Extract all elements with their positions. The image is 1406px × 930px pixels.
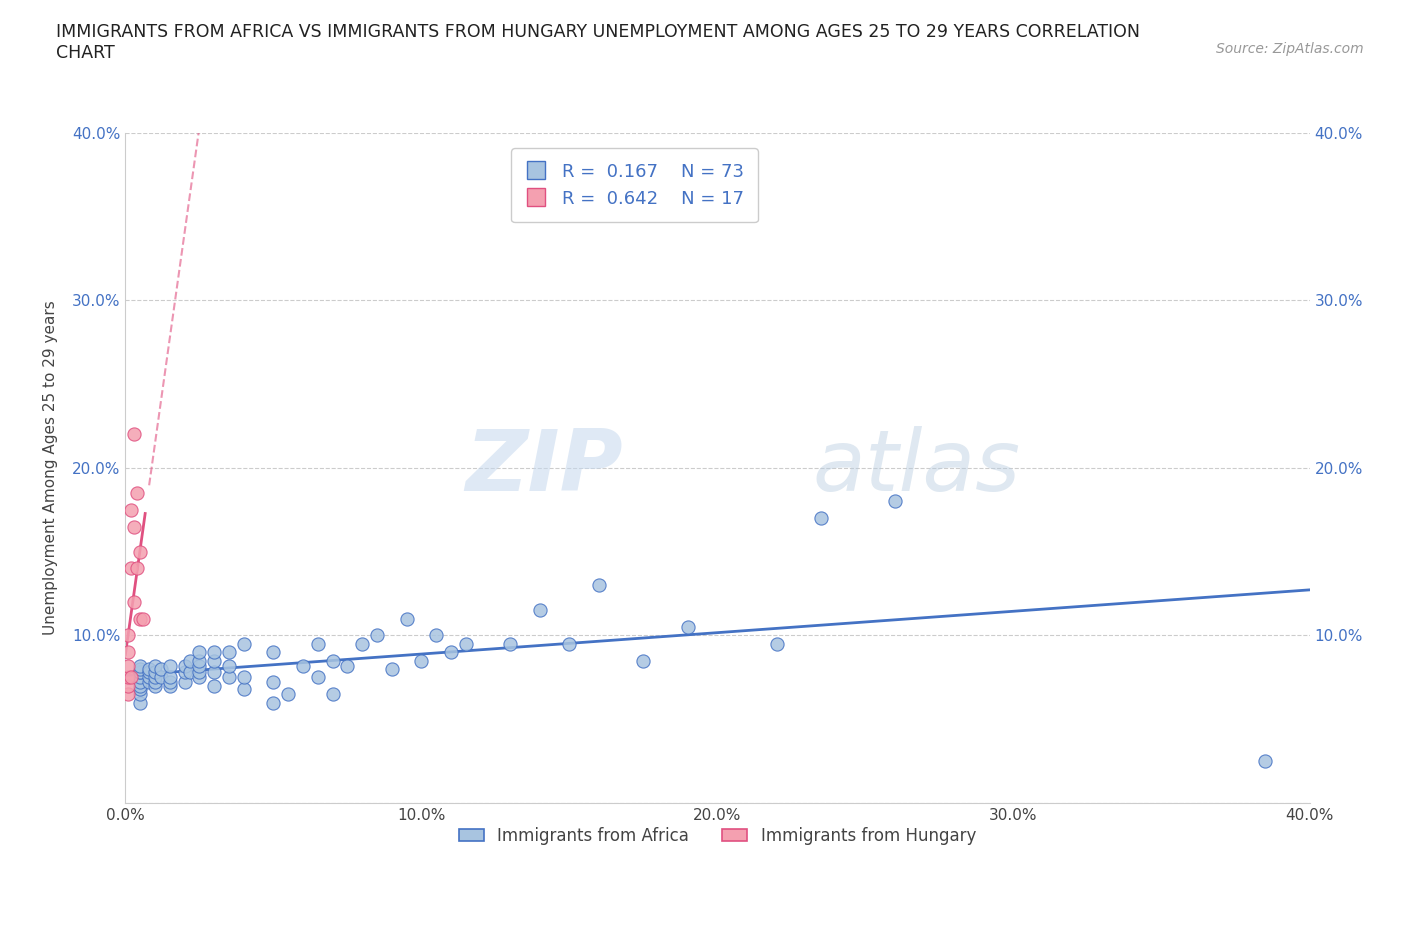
Point <box>381 661 404 676</box>
Point <box>558 636 581 651</box>
Point <box>129 670 152 684</box>
Point <box>143 670 166 684</box>
Point <box>218 644 240 659</box>
Point <box>454 636 477 651</box>
Point <box>676 619 699 634</box>
Point <box>129 661 152 676</box>
Point <box>277 686 299 701</box>
Point <box>117 628 139 643</box>
Point <box>117 670 139 684</box>
Point <box>122 594 145 609</box>
Point <box>499 636 522 651</box>
Point <box>132 611 155 626</box>
Point <box>149 661 172 676</box>
Point <box>262 695 284 710</box>
Point <box>232 636 254 651</box>
Point <box>138 665 160 680</box>
Text: ZIP: ZIP <box>465 426 623 510</box>
Point <box>352 636 374 651</box>
Point <box>291 658 314 673</box>
Point <box>173 658 195 673</box>
Text: IMMIGRANTS FROM AFRICA VS IMMIGRANTS FROM HUNGARY UNEMPLOYMENT AMONG AGES 25 TO : IMMIGRANTS FROM AFRICA VS IMMIGRANTS FRO… <box>56 23 1140 62</box>
Point <box>127 561 149 576</box>
Point <box>322 653 344 668</box>
Point <box>117 644 139 659</box>
Legend: Immigrants from Africa, Immigrants from Hungary: Immigrants from Africa, Immigrants from … <box>449 817 986 855</box>
Point <box>129 611 152 626</box>
Point <box>117 686 139 701</box>
Point <box>159 670 181 684</box>
Point <box>188 670 211 684</box>
Point <box>262 644 284 659</box>
Text: Source: ZipAtlas.com: Source: ZipAtlas.com <box>1216 42 1364 56</box>
Point <box>122 427 145 442</box>
Point <box>179 665 201 680</box>
Point <box>188 653 211 668</box>
Point <box>120 502 142 517</box>
Point <box>179 653 201 668</box>
Point <box>202 644 225 659</box>
Point <box>138 675 160 690</box>
Point <box>159 658 181 673</box>
Point <box>810 511 832 525</box>
Point <box>129 658 152 673</box>
Point <box>188 644 211 659</box>
Point <box>218 670 240 684</box>
Y-axis label: Unemployment Among Ages 25 to 29 years: Unemployment Among Ages 25 to 29 years <box>44 300 58 635</box>
Point <box>143 675 166 690</box>
Point <box>395 611 418 626</box>
Point <box>138 661 160 676</box>
Point <box>765 636 787 651</box>
Point <box>202 653 225 668</box>
Point <box>120 670 142 684</box>
Point <box>129 544 152 559</box>
Point <box>129 682 152 697</box>
Point <box>149 670 172 684</box>
Point <box>129 665 152 680</box>
Point <box>322 686 344 701</box>
Point <box>529 603 551 618</box>
Point <box>129 678 152 693</box>
Point <box>884 494 907 509</box>
Point <box>232 682 254 697</box>
Point <box>232 670 254 684</box>
Point <box>411 653 433 668</box>
Point <box>336 658 359 673</box>
Point <box>425 628 447 643</box>
Point <box>173 665 195 680</box>
Point <box>1254 753 1277 768</box>
Point <box>588 578 610 592</box>
Point <box>307 670 329 684</box>
Point <box>173 675 195 690</box>
Point <box>129 665 152 680</box>
Point <box>143 665 166 680</box>
Point <box>122 519 145 534</box>
Point <box>117 678 139 693</box>
Point <box>262 675 284 690</box>
Point <box>129 675 152 690</box>
Point <box>159 675 181 690</box>
Text: atlas: atlas <box>813 426 1021 510</box>
Point <box>159 678 181 693</box>
Point <box>117 658 139 673</box>
Point <box>143 678 166 693</box>
Point <box>127 485 149 500</box>
Point <box>120 561 142 576</box>
Point <box>633 653 655 668</box>
Point <box>188 665 211 680</box>
Point <box>202 678 225 693</box>
Point <box>129 695 152 710</box>
Point <box>129 686 152 701</box>
Point <box>188 658 211 673</box>
Point <box>366 628 388 643</box>
Point <box>440 644 463 659</box>
Point <box>138 670 160 684</box>
Point <box>202 665 225 680</box>
Point <box>143 658 166 673</box>
Point <box>307 636 329 651</box>
Point <box>218 658 240 673</box>
